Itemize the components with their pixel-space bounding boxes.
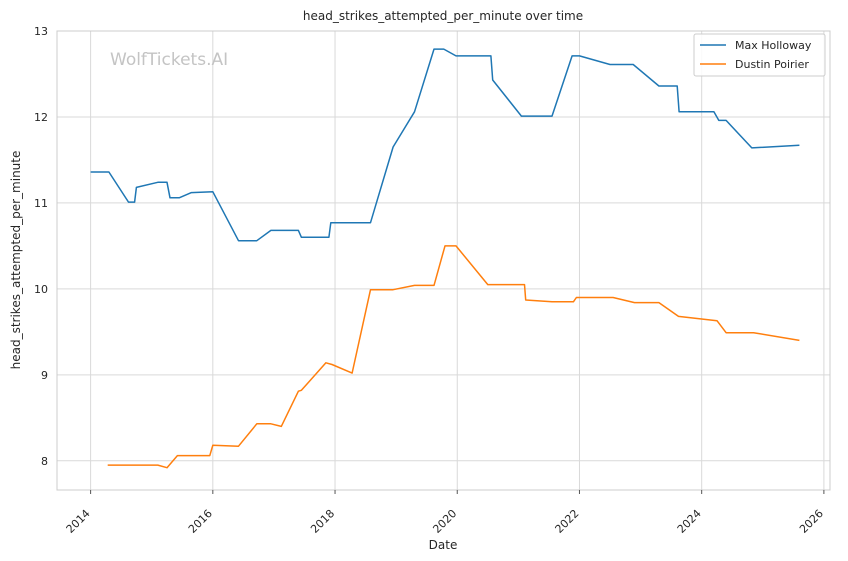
- y-tick-label: 13: [34, 25, 48, 38]
- legend-label-dustin-poirier: Dustin Poirier: [735, 58, 809, 71]
- y-tick-label: 11: [34, 197, 48, 210]
- y-tick-label: 9: [41, 369, 48, 382]
- y-tick-label: 10: [34, 283, 48, 296]
- x-axis-label: Date: [429, 538, 458, 552]
- y-axis-label: head_strikes_attempted_per_minute: [9, 151, 23, 370]
- legend-box: [693, 33, 826, 77]
- legend: Max Holloway Dustin Poirier: [693, 33, 826, 77]
- y-axis-ticks: 8 9 10 11 12 13: [34, 25, 48, 468]
- y-tick-label: 8: [41, 455, 48, 468]
- legend-label-max-holloway: Max Holloway: [735, 39, 812, 52]
- series-line-dustin-poirier: [107, 245, 800, 469]
- series-line-max-holloway: [90, 48, 800, 242]
- y-tick-label: 12: [34, 111, 48, 124]
- series-lines: [90, 48, 800, 469]
- chart-title: head_strikes_attempted_per_minute over t…: [303, 9, 583, 23]
- watermark: WolfTickets.AI: [110, 50, 228, 70]
- plot-area-frame: [56, 30, 831, 491]
